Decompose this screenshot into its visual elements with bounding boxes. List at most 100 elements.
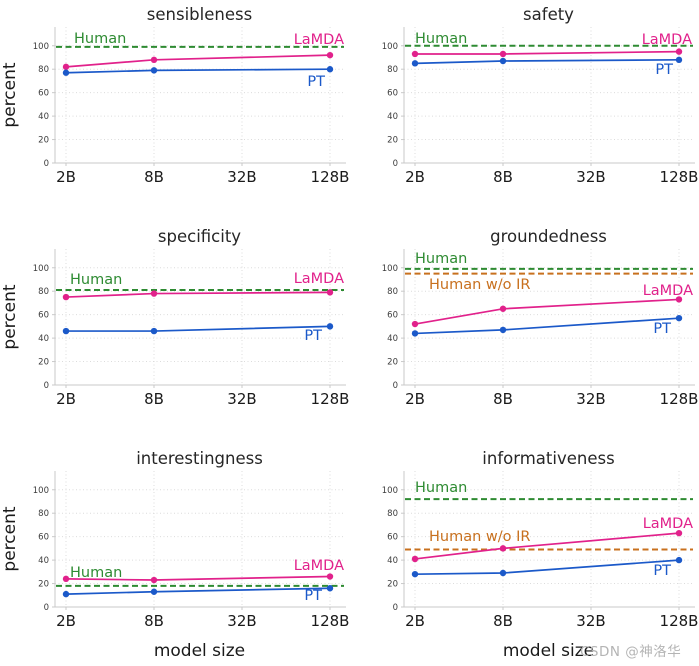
series-line-pt xyxy=(414,58,680,65)
annotation-pt: PT xyxy=(304,328,322,344)
chart-title: safety xyxy=(523,5,574,24)
data-point-pt xyxy=(411,570,419,578)
data-point-pt xyxy=(150,327,158,335)
annotation-pt: PT xyxy=(653,321,671,337)
data-point-lamda xyxy=(150,56,158,64)
data-point-lamda xyxy=(499,305,507,312)
annotation-human: Human xyxy=(70,565,122,581)
chart-sensibleness: 0 20 40 60 80 100 2B 8B 32B 128B Human LaMDA PT sensi… xyxy=(0,5,350,186)
annotation-lamda: LaMDA xyxy=(642,32,692,48)
data-point-pt xyxy=(326,66,334,73)
x-tick-label: 2B xyxy=(56,390,76,408)
x-tick-label: 8B xyxy=(493,612,513,630)
y-tick-label: 20 xyxy=(38,358,49,368)
series-line-pt xyxy=(414,559,680,576)
subplot-interestingness: 0 20 40 60 80 100 2B 8B 32B 128B Human LaMDA PT inter… xyxy=(0,444,350,666)
x-tick-label: 128B xyxy=(311,612,350,630)
data-point-pt xyxy=(62,69,70,76)
annotation-pt: PT xyxy=(653,563,671,579)
watermark: CSDN @神洛华 xyxy=(580,644,682,660)
annotation-human: Human xyxy=(415,31,467,47)
y-tick-label: 20 xyxy=(387,136,398,146)
x-tick-label: 128B xyxy=(311,168,350,186)
annotation-human: Human xyxy=(70,272,122,288)
series-line-pt xyxy=(414,317,680,335)
y-tick-label: 0 xyxy=(393,381,398,391)
annotation-lamda: LaMDA xyxy=(294,271,344,287)
y-tick-label: 60 xyxy=(387,89,398,99)
data-point-lamda xyxy=(675,48,683,55)
x-tick-label: 8B xyxy=(144,390,164,408)
annotation-pt: PT xyxy=(307,74,325,90)
y-tick-label: 0 xyxy=(393,159,398,169)
y-tick-label: 40 xyxy=(38,112,49,122)
y-axis-label: percent xyxy=(0,62,20,127)
data-point-lamda xyxy=(675,296,683,303)
data-point-pt xyxy=(675,56,683,64)
annotation-lamda: LaMDA xyxy=(643,516,693,532)
subplot-safety: 0 20 40 60 80 100 2B 8B 32B 128B Human LaMDA PT safet… xyxy=(349,0,699,222)
y-tick-label: 20 xyxy=(387,358,398,368)
data-point-pt xyxy=(499,57,507,65)
series-line-pt xyxy=(66,325,331,332)
y-tick-label: 60 xyxy=(38,311,49,321)
y-tick-label: 60 xyxy=(38,89,49,99)
chart-title: informativeness xyxy=(482,449,614,468)
y-tick-label: 80 xyxy=(387,65,398,75)
data-point-lamda xyxy=(326,51,334,59)
data-point-pt xyxy=(326,323,334,330)
chart-informativeness: 0 20 40 60 80 100 2B 8B 32B 128B Human Human w/o IR… xyxy=(382,449,699,661)
data-point-pt xyxy=(675,556,683,564)
x-tick-label: 32B xyxy=(576,612,605,630)
chart-title: interestingness xyxy=(136,449,263,468)
annotation-lamda: LaMDA xyxy=(294,558,344,574)
x-tick-label: 128B xyxy=(660,612,699,630)
x-tick-label: 128B xyxy=(311,390,350,408)
data-point-lamda xyxy=(326,289,334,296)
y-tick-label: 40 xyxy=(38,334,49,344)
subplot-informativeness: 0 20 40 60 80 100 2B 8B 32B 128B Human Human w/o IR… xyxy=(349,444,699,666)
x-tick-label: 8B xyxy=(493,390,513,408)
data-point-pt xyxy=(499,569,507,577)
annotation-human: Human xyxy=(415,480,467,496)
chart-title: sensibleness xyxy=(147,5,252,24)
data-point-pt xyxy=(675,314,683,322)
annotation-human: Human xyxy=(74,31,126,47)
data-point-lamda xyxy=(675,529,683,537)
chart-groundedness: 0 20 40 60 80 100 2B 8B 32B 128B Human Human w/o IR… xyxy=(382,227,699,408)
x-tick-label: 8B xyxy=(144,612,164,630)
annotation-human-w-o-ir: Human w/o IR xyxy=(429,277,530,293)
y-tick-label: 80 xyxy=(387,287,398,297)
y-tick-label: 60 xyxy=(38,533,49,543)
series-line-pt xyxy=(65,587,331,595)
data-point-pt xyxy=(62,327,70,335)
data-point-pt xyxy=(499,326,507,334)
data-point-lamda xyxy=(499,50,507,58)
x-tick-label: 2B xyxy=(56,612,76,630)
subplot-groundedness: 0 20 40 60 80 100 2B 8B 32B 128B Human Human w/o IR… xyxy=(349,222,699,444)
y-tick-label: 80 xyxy=(38,287,49,297)
y-tick-label: 60 xyxy=(387,533,398,543)
x-tick-label: 32B xyxy=(227,612,256,630)
x-tick-label: 2B xyxy=(405,612,425,630)
chart-interestingness: 0 20 40 60 80 100 2B 8B 32B 128B Human LaMDA PT inter… xyxy=(0,449,350,661)
data-point-pt xyxy=(150,588,158,595)
y-tick-label: 40 xyxy=(387,334,398,344)
series-line-lamda xyxy=(415,50,680,55)
series-line-pt xyxy=(65,68,331,74)
series-line-lamda xyxy=(65,291,331,298)
x-tick-label: 128B xyxy=(660,168,699,186)
data-point-lamda xyxy=(62,293,70,301)
subplot-specificity: 0 20 40 60 80 100 2B 8B 32B 128B Human LaMDA PT speci… xyxy=(0,222,350,444)
x-tick-label: 32B xyxy=(227,168,256,186)
data-point-lamda xyxy=(411,555,419,563)
y-tick-label: 20 xyxy=(387,580,398,590)
y-tick-label: 20 xyxy=(38,580,49,590)
y-tick-label: 0 xyxy=(393,603,398,613)
y-tick-label: 80 xyxy=(38,509,49,519)
y-tick-label: 40 xyxy=(387,556,398,566)
y-tick-label: 100 xyxy=(382,42,398,52)
x-tick-label: 2B xyxy=(405,168,425,186)
chart-title: groundedness xyxy=(490,227,607,246)
